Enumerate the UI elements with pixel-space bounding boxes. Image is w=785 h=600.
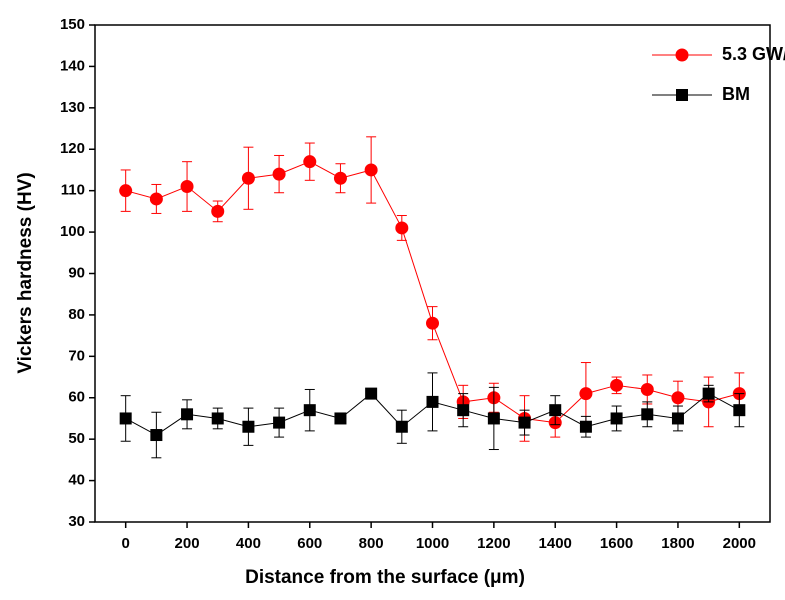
x-tick-label: 2000 — [723, 535, 756, 552]
point — [119, 412, 132, 425]
point — [671, 391, 685, 405]
x-tick-label: 1200 — [477, 535, 510, 552]
y-tick-label: 110 — [61, 182, 85, 199]
point — [181, 408, 194, 421]
legend-marker — [676, 89, 688, 101]
point — [640, 382, 654, 396]
y-tick-label: 70 — [68, 347, 85, 364]
point — [241, 171, 255, 185]
legend-label: 5.3 GW/cm² — [722, 44, 785, 64]
x-tick-label: 1600 — [600, 535, 633, 552]
point — [211, 204, 225, 218]
point — [211, 412, 224, 425]
point — [549, 404, 562, 417]
point — [579, 420, 592, 433]
x-tick-label: 1400 — [539, 535, 572, 552]
point — [702, 387, 715, 400]
y-tick-label: 120 — [60, 140, 85, 157]
x-tick-label: 1000 — [416, 535, 449, 552]
legend-label: BM — [722, 84, 750, 104]
point — [365, 387, 378, 400]
point — [150, 429, 163, 442]
x-tick-label: 200 — [175, 535, 200, 552]
x-axis-label: Distance from the surface (μm) — [245, 567, 525, 588]
point — [242, 420, 255, 433]
y-tick-label: 90 — [68, 264, 85, 281]
y-axis-label: Vickers hardness (HV) — [15, 172, 36, 373]
y-tick-label: 100 — [60, 223, 85, 240]
point — [149, 192, 163, 206]
y-tick-label: 30 — [68, 513, 85, 530]
point — [273, 416, 286, 429]
y-tick-label: 40 — [68, 472, 85, 489]
point — [610, 412, 623, 425]
point — [426, 395, 439, 408]
point — [579, 387, 593, 401]
point — [333, 171, 347, 185]
y-tick-label: 60 — [68, 389, 85, 406]
point — [518, 416, 531, 429]
point — [671, 412, 684, 425]
point — [180, 180, 194, 194]
y-tick-label: 150 — [60, 16, 85, 33]
point — [272, 167, 286, 181]
point — [395, 420, 408, 433]
x-tick-label: 800 — [359, 535, 384, 552]
plot-frame — [94, 24, 771, 523]
x-tick-label: 0 — [122, 535, 130, 552]
point — [426, 316, 439, 330]
point — [119, 184, 133, 198]
point — [457, 404, 470, 417]
y-tick-label: 130 — [60, 99, 85, 116]
point — [641, 408, 654, 421]
x-tick-label: 1800 — [661, 535, 694, 552]
point — [303, 404, 316, 417]
x-tick-label: 400 — [236, 535, 261, 552]
y-tick-label: 80 — [68, 306, 85, 323]
point — [334, 412, 347, 425]
point — [610, 378, 624, 392]
y-tick-label: 50 — [68, 430, 85, 447]
x-tick-label: 600 — [297, 535, 322, 552]
y-tick-label: 140 — [60, 57, 85, 74]
point — [303, 155, 317, 169]
point — [733, 404, 746, 417]
point — [487, 412, 500, 425]
point — [364, 163, 378, 177]
point — [395, 221, 409, 235]
legend-marker — [675, 48, 689, 62]
